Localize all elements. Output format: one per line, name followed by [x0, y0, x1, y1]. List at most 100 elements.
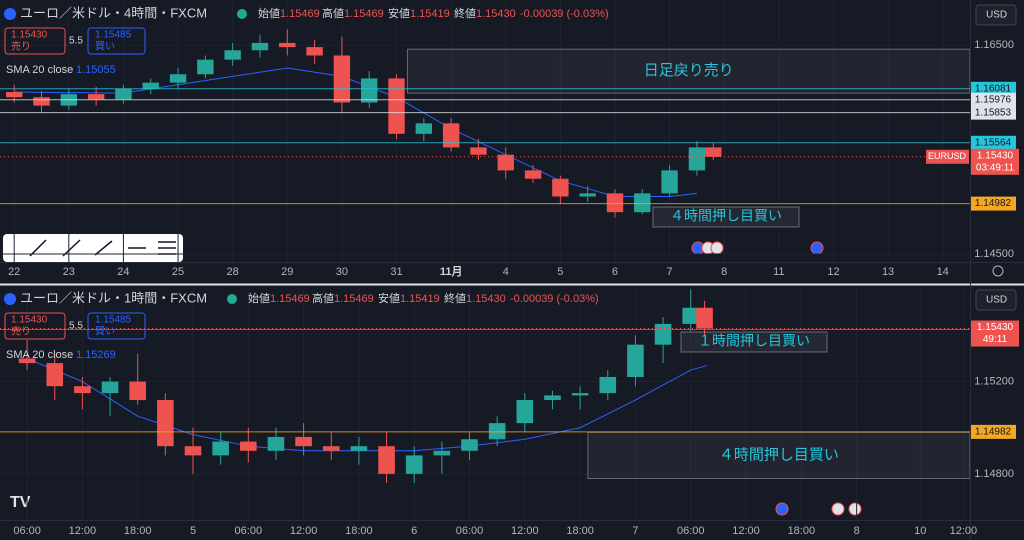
sell-button[interactable] — [4, 27, 66, 55]
x-tick-label: 6 — [411, 525, 417, 537]
candle-body — [654, 323, 672, 345]
spread: 5.5 — [69, 36, 83, 47]
buy-price: 1.15485 — [95, 315, 132, 326]
candle-body — [142, 82, 159, 89]
countdown: 03:49:11 — [976, 162, 1015, 173]
candle-body — [184, 446, 202, 456]
x-tick-label: 24 — [117, 266, 129, 278]
sell-price: 1.15430 — [11, 315, 48, 326]
ohlc-value: 1.15469 — [280, 8, 320, 20]
symbol-icon — [4, 293, 16, 305]
y-tick-label: 1.14500 — [974, 248, 1014, 260]
ohlc-label: 安値 — [378, 291, 400, 305]
drawing-toolbar[interactable] — [3, 234, 183, 262]
x-tick-label: 12:00 — [950, 525, 978, 537]
x-tick-label: 28 — [227, 266, 239, 278]
candle-body — [415, 123, 433, 134]
x-tick-label: 06:00 — [13, 525, 41, 537]
x-tick-label: 12:00 — [511, 525, 539, 537]
sell-price: 1.15430 — [11, 30, 48, 41]
x-tick-label: 30 — [336, 266, 348, 278]
x-tick-label: 7 — [632, 525, 638, 537]
candle-body — [516, 400, 534, 424]
annotation: １時間押し目買い — [698, 333, 810, 349]
candle-body — [705, 147, 722, 157]
market-status — [227, 294, 237, 304]
currency: USD — [986, 295, 1007, 306]
x-tick-label: 7 — [667, 266, 673, 278]
ohlc-value: 1.15469 — [270, 293, 310, 305]
level-tag — [971, 196, 1016, 211]
x-tick-label: 31 — [390, 266, 402, 278]
x-tick-label: 6 — [612, 266, 618, 278]
sma-name: SMA 20 close — [6, 349, 73, 361]
candle-body — [627, 344, 644, 377]
candle-body — [552, 178, 569, 197]
buy-price: 1.15485 — [95, 30, 132, 41]
x-tick-label: 11 — [773, 266, 784, 278]
y-tick-label: 1.16500 — [974, 39, 1014, 51]
candle-body — [87, 94, 105, 100]
x-tick-label: 11月 — [440, 265, 463, 278]
annotation-box — [680, 331, 828, 353]
y-tick-label: 1.15200 — [974, 375, 1014, 387]
candle-body — [322, 446, 340, 451]
x-tick-label: 10 — [914, 525, 926, 537]
countdown: 49:11 — [983, 334, 1008, 345]
candle-body — [634, 193, 651, 213]
x-tick-label: 12:00 — [732, 525, 760, 537]
candle-body — [6, 92, 23, 98]
chart-pane: 06:00 12:00 18:00 5 06:00 12:00 18:00 6 06:00 12:… — [0, 287, 1019, 537]
buy-button[interactable] — [87, 312, 146, 340]
y-tick-label: 1.14800 — [974, 468, 1014, 480]
x-tick-label: 5 — [557, 266, 563, 278]
symbol-icon — [4, 8, 16, 20]
candle-body — [33, 97, 50, 106]
ohlc-value: 1.15419 — [400, 293, 440, 305]
symbol-tag — [926, 149, 969, 164]
candle-body — [524, 170, 542, 179]
level-tag — [971, 81, 1016, 96]
sell-button[interactable] — [4, 312, 66, 340]
sell-label: 売り — [11, 325, 31, 338]
currency-button[interactable] — [975, 289, 1017, 311]
settings-icon[interactable] — [992, 265, 1004, 277]
candle-body — [115, 88, 132, 100]
buy-button[interactable] — [87, 27, 146, 55]
x-tick-label: 22 — [8, 266, 20, 278]
plot-area — [0, 0, 970, 262]
sma-last: 1.15269 — [76, 349, 116, 361]
candle-body — [333, 55, 351, 103]
candle-body — [212, 441, 229, 456]
toolbar-icons — [29, 239, 176, 257]
level-tag-label: 1.15853 — [975, 107, 1012, 118]
change: -0.00039 (-0.03%) — [510, 293, 599, 305]
event-icons — [691, 241, 862, 516]
x-tick-label: 18:00 — [345, 525, 373, 537]
current-tag-label: 1.15430 — [977, 150, 1014, 161]
x-tick-label: 25 — [172, 266, 184, 278]
x-tick-label: 18:00 — [788, 525, 816, 537]
level-tag-label: 1.14982 — [975, 198, 1012, 209]
ohlc-value: 1.15419 — [410, 8, 450, 20]
x-tick-label: 06:00 — [235, 525, 263, 537]
currency-button[interactable] — [975, 4, 1017, 26]
ohlc-label: 安値 — [388, 6, 410, 20]
level-tag-label: 1.14982 — [975, 427, 1012, 438]
ohlc-label: 終値 — [454, 6, 476, 20]
candle-body — [350, 446, 368, 451]
sma-last: 1.15055 — [76, 64, 116, 76]
x-tick-label: 06:00 — [677, 525, 705, 537]
ohlc-value: 1.15469 — [334, 293, 374, 305]
candle-body — [378, 446, 395, 474]
candle-body — [18, 358, 36, 364]
candle-body — [388, 78, 405, 134]
candle-body — [497, 154, 514, 171]
candle-body — [571, 393, 589, 396]
toolbar-bg — [3, 234, 183, 262]
current-tag — [971, 320, 1019, 347]
ohlc-label: 始値 — [248, 291, 270, 305]
x-tick-label: 18:00 — [566, 525, 594, 537]
symbol-tag-label: EURUSD — [928, 151, 967, 161]
buy-label: 買い — [95, 326, 115, 338]
